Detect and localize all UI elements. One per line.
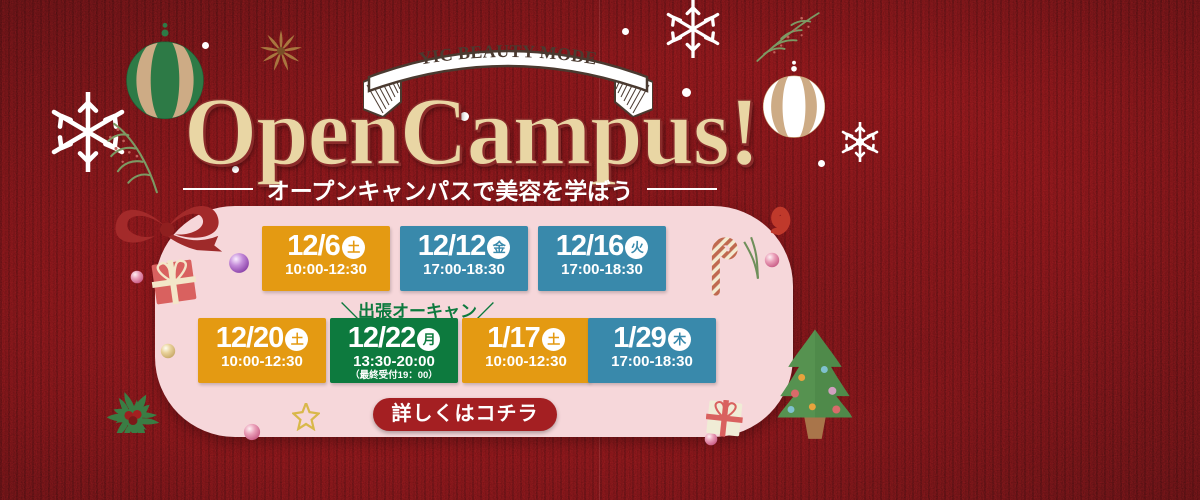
svg-text:YIC BEAUTY MODE: YIC BEAUTY MODE [417, 41, 598, 69]
